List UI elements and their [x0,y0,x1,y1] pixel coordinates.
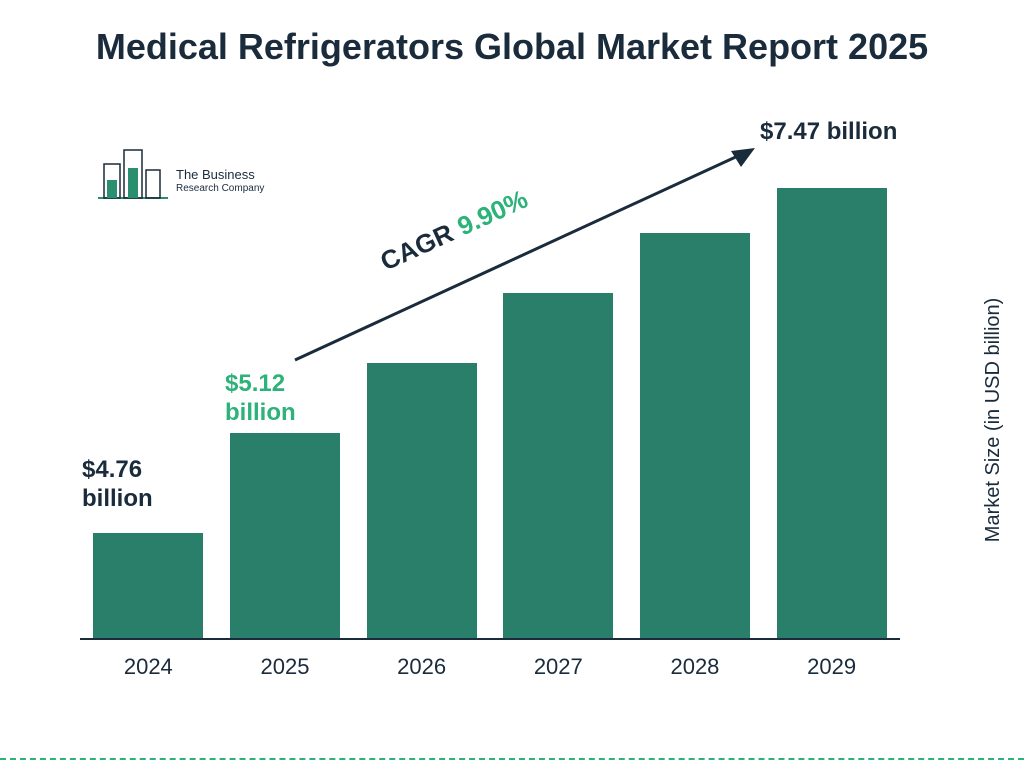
x-axis-labels: 2024 2025 2026 2027 2028 2029 [80,654,900,680]
bar-value-label: $5.12 billion [225,370,296,428]
bar [93,533,203,638]
bar-value-label: $4.76 billion [82,456,153,514]
bar [230,433,340,638]
bar-wrapper [93,533,203,638]
bottom-divider [0,758,1024,760]
bars-container [80,178,900,638]
bar [640,233,750,638]
x-tick-label: 2026 [367,654,477,680]
x-tick-label: 2024 [93,654,203,680]
x-axis-line [80,638,900,640]
bar-wrapper [367,363,477,638]
bar-value-label: $7.47 billion [760,118,897,147]
bar [503,293,613,638]
y-axis-label: Market Size (in USD billion) [983,298,1006,543]
bar [367,363,477,638]
bar-wrapper [503,293,613,638]
x-tick-label: 2025 [230,654,340,680]
bar-wrapper [640,233,750,638]
x-tick-label: 2027 [503,654,613,680]
chart-title: Medical Refrigerators Global Market Repo… [0,0,1024,69]
x-tick-label: 2029 [777,654,887,680]
bar-wrapper [230,433,340,638]
bar [777,188,887,638]
x-tick-label: 2028 [640,654,750,680]
bar-wrapper [777,188,887,638]
